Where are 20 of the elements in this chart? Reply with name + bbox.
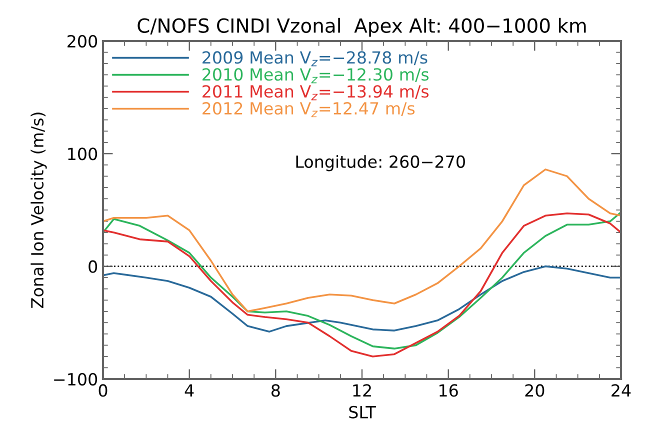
chart-title: C/NOFS CINDI Vzonal Apex Alt: 400−1000 km [138,18,586,37]
y-tick-label: 0 [88,260,98,273]
annotation: Longitude: 260−270 [296,155,465,172]
legend-label: 2012 Mean V$_{z}$=12.47 m/s [202,102,415,118]
y-tick-label: 200 [68,34,98,48]
x-tick-label: 12 [353,384,371,397]
x-tick-label: 8 [271,384,280,397]
y-tick-label: −100 [54,372,98,386]
line-series [103,265,621,333]
x-tick-label: 4 [184,384,194,397]
x-axis-title: SLT [349,406,376,418]
legend-label: 2009 Mean V$_{z}$=−28.78 m/s [202,51,428,66]
legend-label: 2011 Mean V$_{z}$=−13.94 m/s [202,85,429,100]
y-tick-label: 100 [68,148,98,160]
y-axis-title: Zonal Ion Velocity (m/s) [30,112,47,308]
x-tick-label: 24 [612,384,631,397]
x-tick-label: 20 [525,384,544,397]
legend-label: 2010 Mean V$_{z}$=−12.30 m/s [202,68,429,84]
x-tick-label: 16 [440,384,458,397]
x-tick-label: 0 [98,384,108,397]
